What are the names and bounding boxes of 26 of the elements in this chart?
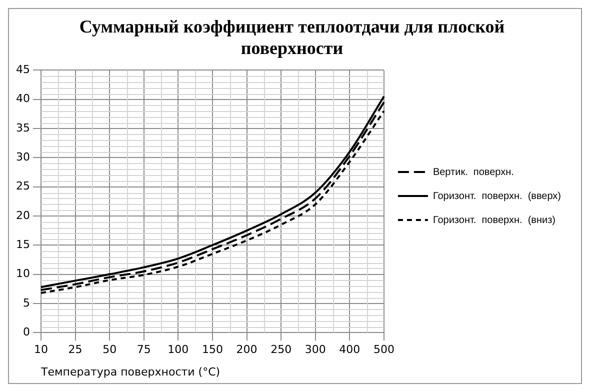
chart-title: Суммарный коэффициент теплоотдачи для плоской поверхности xyxy=(79,16,505,58)
y-tick-label: 10 xyxy=(16,267,30,280)
y-tick-label: 0 xyxy=(22,325,30,338)
x-axis-title: Температура поверхности (°C) xyxy=(40,365,220,378)
x-tick-label: 75 xyxy=(136,343,151,356)
y-tick-label: 30 xyxy=(16,150,30,164)
x-tick-label: 25 xyxy=(68,343,82,356)
x-tick-label: 10 xyxy=(34,343,48,356)
x-tick-label: 50 xyxy=(102,343,117,356)
y-tick-label: 35 xyxy=(16,121,30,134)
x-tick-label: 200 xyxy=(236,343,258,356)
y-tick-label: 5 xyxy=(22,296,30,310)
y-tick-label: 45 xyxy=(16,63,30,76)
legend-label: Горизонт. поверхн. (вниз) xyxy=(432,214,556,226)
y-tick-label: 15 xyxy=(16,238,30,251)
legend-label: Вертик. поверхн. xyxy=(432,166,514,178)
x-tick-label: 500 xyxy=(373,343,394,356)
x-tick-label: 150 xyxy=(202,343,223,356)
y-tick-label: 25 xyxy=(16,180,30,193)
y-tick-label: 20 xyxy=(16,208,30,222)
y-tick-label: 40 xyxy=(16,92,30,106)
x-tick-label: 100 xyxy=(168,343,189,356)
legend-label: Горизонт. поверхн. (вверх) xyxy=(432,190,561,202)
x-tick-label: 250 xyxy=(270,343,292,356)
x-tick-label: 400 xyxy=(339,343,360,356)
x-tick-label: 300 xyxy=(304,343,326,356)
